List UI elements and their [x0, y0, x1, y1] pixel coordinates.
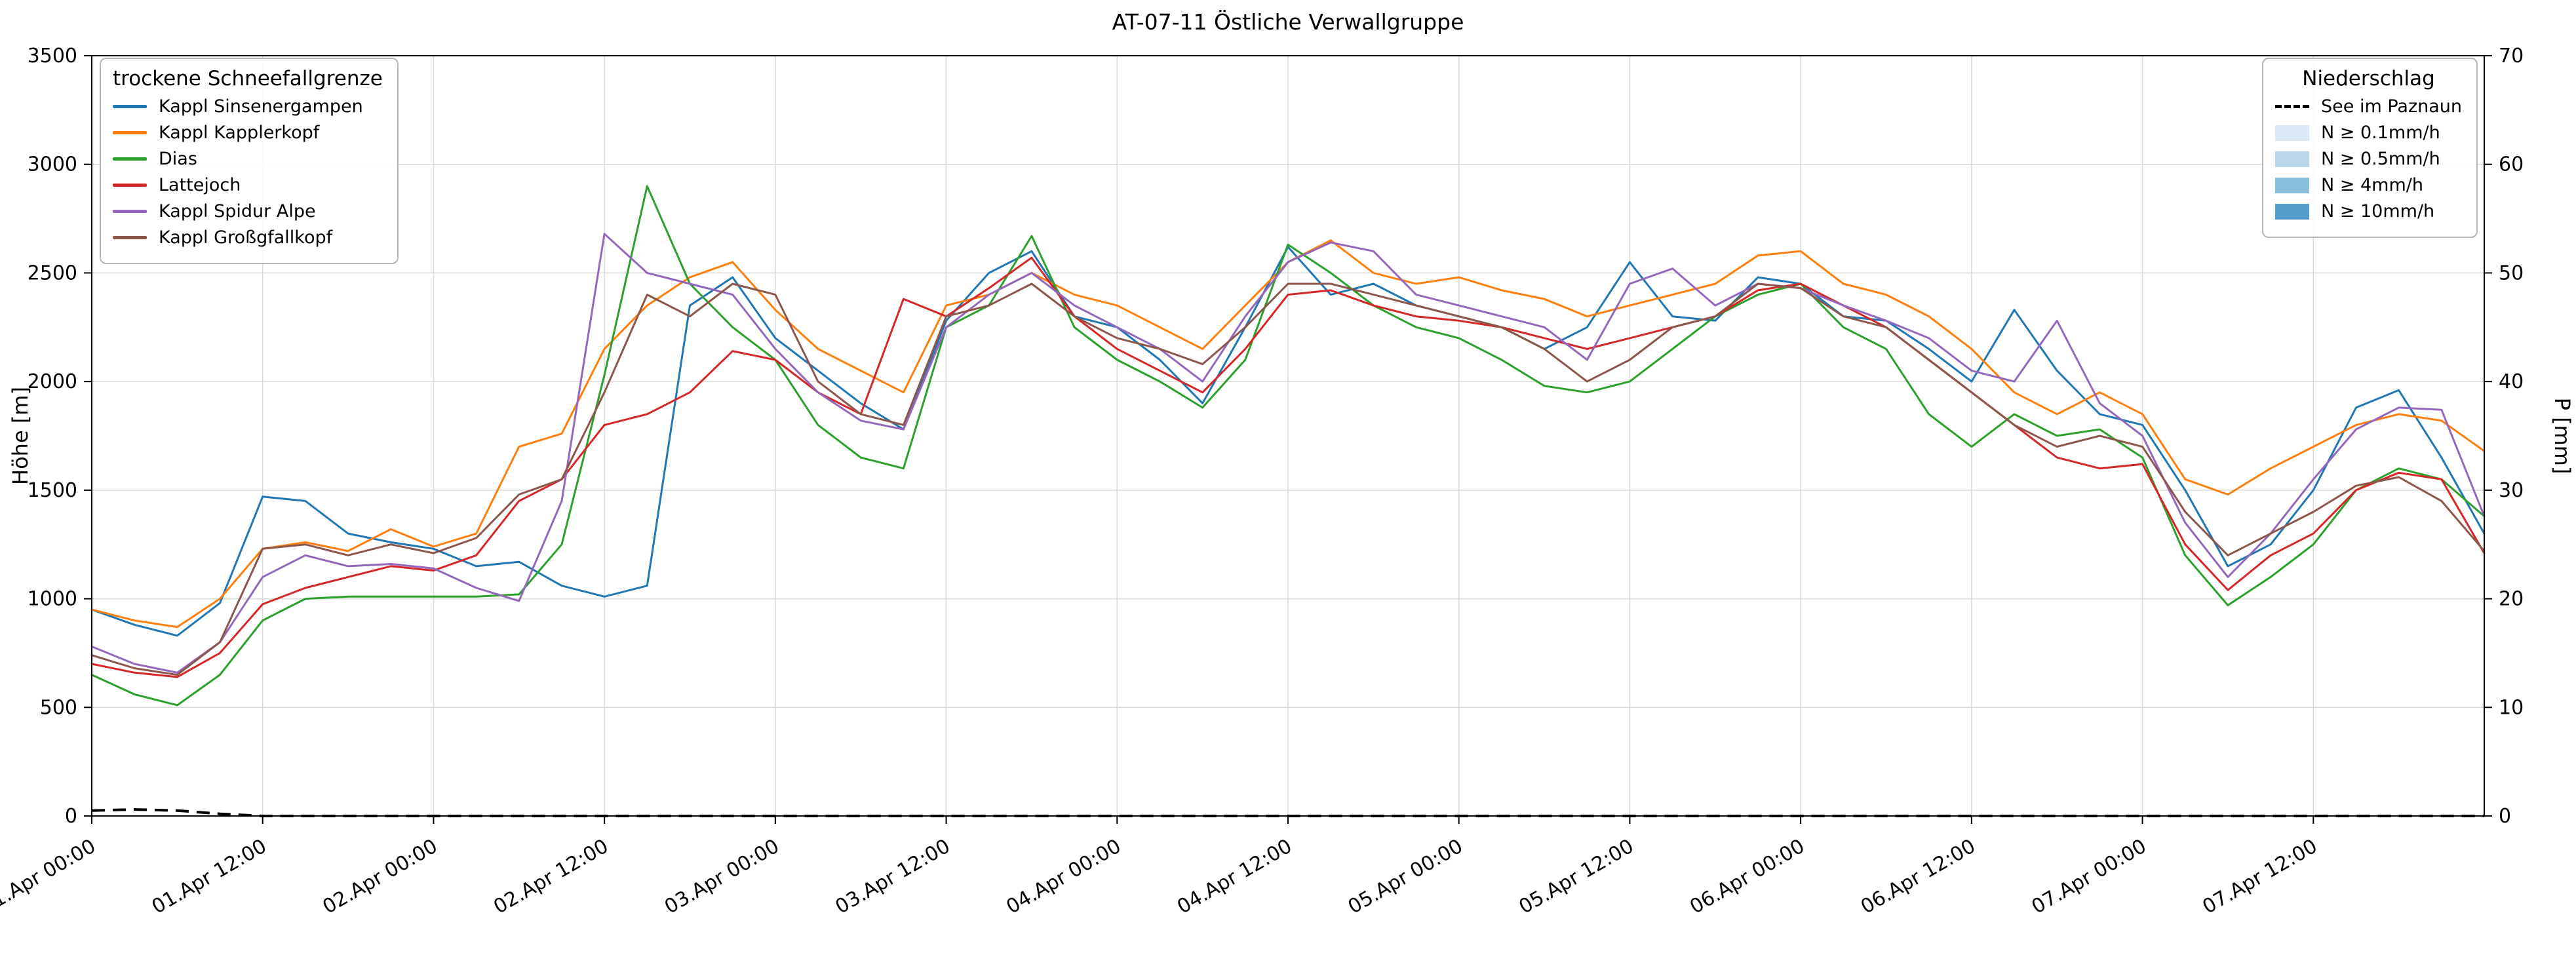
legend-item: Kappl Spidur Alpe	[113, 201, 383, 222]
tick-label: 1500	[28, 479, 77, 502]
legend-item: N ≥ 4mm/h	[2275, 175, 2462, 195]
series-line	[90, 282, 2486, 676]
series-line-swatch	[113, 105, 147, 108]
legend-label: Lattejoch	[159, 175, 241, 195]
tick-label: 04.Apr 00:00	[1002, 835, 1125, 919]
legend-item: Lattejoch	[113, 175, 383, 195]
tick-label: 02.Apr 00:00	[319, 835, 442, 919]
tick-label: 2000	[28, 370, 77, 393]
tick-label: 40	[2499, 370, 2524, 393]
precip-patch-swatch	[2275, 203, 2309, 220]
legend-snowline-title: trockene Schneefallgrenze	[113, 67, 383, 90]
tick-label: 3500	[28, 45, 77, 68]
chart-title: AT-07-11 Östliche Verwallgruppe	[1112, 9, 1464, 35]
series-line-swatch	[113, 184, 147, 187]
series-line	[90, 185, 2486, 707]
series-line-swatch	[113, 131, 147, 134]
series-line	[90, 233, 2486, 674]
legend-item: N ≥ 0.1mm/h	[2275, 123, 2462, 143]
legend-label: Dias	[159, 149, 197, 169]
series-line-swatch	[113, 210, 147, 213]
legend-item: Kappl Kapplerkopf	[113, 123, 383, 143]
tick-label: 05.Apr 00:00	[1344, 835, 1467, 919]
ylabel-left: Höhe [m]	[8, 387, 33, 485]
legend-item: See im Paznaun	[2275, 96, 2462, 117]
tick-label: 0	[2499, 805, 2511, 828]
tick-label: 0	[65, 805, 77, 828]
legend-snowline: trockene Schneefallgrenze Kappl Sinsener…	[100, 58, 399, 264]
legend-label: Kappl Großgfallkopf	[159, 227, 333, 248]
tick-label: 04.Apr 12:00	[1173, 835, 1296, 919]
series-line	[90, 256, 2486, 678]
tick-label: 500	[40, 696, 77, 719]
tick-label: 10	[2499, 696, 2524, 719]
legend-item: Kappl Sinsenergampen	[113, 96, 383, 117]
legend-precip: Niederschlag See im Paznaun N ≥ 0.1mm/h …	[2262, 58, 2478, 238]
series-line-swatch	[113, 157, 147, 161]
tick-label: 01.Apr 12:00	[148, 835, 271, 919]
tick-label: 1000	[28, 588, 77, 611]
tick-label: 06.Apr 12:00	[1857, 835, 1980, 919]
precip-patch-swatch	[2275, 125, 2309, 141]
tick-label: 03.Apr 00:00	[661, 835, 783, 919]
legend-label: Kappl Kapplerkopf	[159, 123, 320, 143]
dashed-line-swatch	[2275, 105, 2309, 108]
legend-label: Kappl Sinsenergampen	[159, 96, 363, 117]
tick-label: 05.Apr 12:00	[1515, 835, 1638, 919]
legend-item: N ≥ 10mm/h	[2275, 201, 2462, 222]
tick-label: 30	[2499, 479, 2524, 502]
series-line-swatch	[113, 236, 147, 239]
tick-label: 07.Apr 00:00	[2028, 835, 2151, 919]
tick-label: 03.Apr 12:00	[832, 835, 954, 919]
tick-label: 2500	[28, 262, 77, 284]
legend-item: Kappl Großgfallkopf	[113, 227, 383, 248]
legend-label: See im Paznaun	[2321, 96, 2462, 117]
tick-label: 06.Apr 00:00	[1686, 835, 1808, 919]
legend-item: Dias	[113, 149, 383, 169]
tick-label: 50	[2499, 262, 2524, 284]
legend-precip-title: Niederschlag	[2302, 67, 2435, 90]
legend-item: N ≥ 0.5mm/h	[2275, 149, 2462, 169]
legend-label: N ≥ 10mm/h	[2321, 201, 2435, 222]
legend-label: N ≥ 0.1mm/h	[2321, 123, 2440, 143]
precip-patch-swatch	[2275, 177, 2309, 193]
tick-label: 3000	[28, 153, 77, 176]
tick-label: 02.Apr 12:00	[490, 835, 612, 919]
legend-label: N ≥ 4mm/h	[2321, 175, 2423, 195]
legend-label: N ≥ 0.5mm/h	[2321, 149, 2440, 169]
tick-label: 60	[2499, 153, 2524, 176]
tick-label: 07.Apr 12:00	[2198, 835, 2321, 919]
tick-label: 20	[2499, 588, 2524, 611]
legend-label: Kappl Spidur Alpe	[159, 201, 316, 222]
tick-label: 01.Apr 00:00	[0, 835, 100, 919]
ylabel-right: P [mm]	[2550, 398, 2575, 475]
precip-patch-swatch	[2275, 151, 2309, 167]
tick-label: 70	[2499, 45, 2524, 68]
